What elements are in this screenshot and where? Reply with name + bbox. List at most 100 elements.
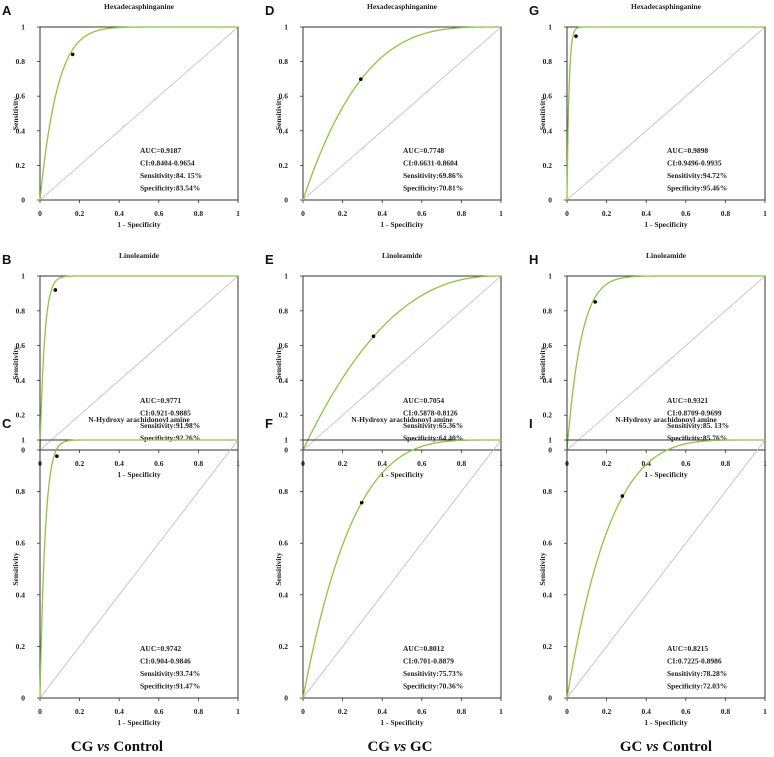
y-axis-label: Sensitivity [11,97,20,131]
x-tick-label: 1 [499,707,503,716]
stat-line: AUC=0.7054 [403,396,444,405]
y-tick-label: 0.8 [16,57,26,66]
y-axis-label: Sensitivity [538,346,547,380]
y-tick-label: 0.2 [543,411,553,420]
panel-letter: E [265,252,274,267]
x-tick-label: 1 [236,209,240,218]
x-tick-label: 0 [301,209,305,218]
y-axis-label: Sensitivity [11,552,20,586]
stat-line: AUC=0.9742 [140,644,181,653]
roc-panel-c: C N-Hydroxy arachidonoyl amine 0 0.2 0.4 0.6 0… [2,415,240,727]
reference-diagonal [39,26,239,201]
x-tick-label: 0.6 [681,707,691,716]
cutoff-point [55,454,59,458]
stat-line: CI:0.8709-0.9699 [667,409,722,418]
y-tick-label: 1 [21,23,25,32]
stat-line: Specificity:70.81% [403,184,463,193]
x-tick-label: 0.8 [194,707,204,716]
y-tick-label: 0.6 [16,341,26,350]
plot-frame [302,439,502,699]
y-axis-label: Sensitivity [538,97,547,131]
plot-frame [302,26,502,201]
y-tick-label: 0.6 [543,341,553,350]
y-tick-label: 0.2 [543,161,553,170]
y-tick-label: 1 [284,272,288,281]
stat-line: Sensitivity:93.74% [140,669,200,678]
panel-letter: C [2,416,12,431]
y-tick-label: 0.4 [279,590,289,599]
chart-title: Hexadecasphinganine [631,2,702,11]
x-tick-label: 0.8 [721,209,731,218]
y-tick-label: 0.4 [279,376,289,385]
roc-curve [566,275,765,451]
y-tick-label: 0.6 [279,341,289,350]
x-tick-label: 1 [236,707,240,716]
y-tick-label: 0.2 [16,642,26,651]
stat-line: Specificity:85.76% [667,434,727,443]
roc-curve [39,439,238,698]
stat-line: Specificity:83.54% [140,184,200,193]
y-tick-label: 0.4 [16,126,26,135]
x-tick-label: 0.2 [602,707,612,716]
x-tick-label: 0.6 [681,459,691,468]
y-tick-label: 1 [548,272,552,281]
y-tick-label: 0 [284,446,288,455]
y-axis-label: Sensitivity [274,346,283,380]
reference-diagonal [39,275,239,451]
stat-line: AUC=0.9187 [140,146,181,155]
x-tick-label: 0.4 [378,459,388,468]
x-axis-label: 1 - Specificity [117,470,161,479]
y-tick-label: 0 [21,446,25,455]
y-tick-label: 0.8 [543,306,553,315]
x-tick-label: 0 [38,209,42,218]
roc-curve [566,439,765,699]
y-axis-label: Sensitivity [538,552,547,586]
stat-line: CI:0.7225-0.8986 [667,657,722,666]
reference-diagonal [566,275,766,451]
cutoff-point [358,77,363,81]
stat-line: AUC=0.9321 [667,396,708,405]
roc-panel-a: A Hexadecasphinganine 0 0.2 0.4 0.6 0.8 1 0 0.2 0.… [2,2,240,229]
x-axis-label: 1 - Specificity [380,470,424,479]
chart-title: Linoleamide [382,251,423,260]
stat-line: AUC=0.7748 [403,146,444,155]
x-axis-label: 1 - Specificity [380,718,424,727]
roc-panel-d: D Hexadecasphinganine 0 0.2 0.4 0.6 0.8 1 0 0.2 0.… [265,2,503,229]
x-tick-label: 1 [763,209,767,218]
y-tick-label: 0.4 [543,126,553,135]
roc-panel-g: G Hexadecasphinganine 0 0.2 0.4 0.6 0.8 1 0 0.2 0.… [529,2,767,229]
panel-letter: F [265,416,273,431]
x-tick-label: 0.6 [154,707,164,716]
roc-panel-i: I N-Hydroxy arachidonoyl amine 0 0.2 0.4 0.6 0… [529,415,767,727]
x-tick-label: 0 [565,707,569,716]
stat-line: Sensitivity:65.36% [403,421,463,430]
stat-line: Sensitivity:85. 13% [667,421,729,430]
panel-letter: G [529,3,539,18]
stat-line: Sensitivity:75.73% [403,669,463,678]
x-tick-label: 0.6 [417,707,427,716]
stat-line: AUC=0.9771 [140,396,181,405]
reference-diagonal [566,439,766,699]
y-tick-label: 1 [548,23,552,32]
chart-title: Hexadecasphinganine [104,2,175,11]
column-group-label: CG vs Control [71,739,163,755]
stat-line: AUC=0.8215 [667,644,708,653]
y-tick-label: 0.8 [279,57,289,66]
x-tick-label: 0.8 [721,707,731,716]
chart-title: N-Hydroxy arachidonoyl amine [615,415,717,424]
x-tick-label: 0.8 [457,707,467,716]
cutoff-point [620,494,625,498]
stat-line: Specificity:91.47% [140,682,200,691]
x-tick-label: 0.4 [115,707,125,716]
x-tick-label: 0.4 [115,209,125,218]
y-tick-label: 0.6 [16,92,26,101]
x-tick-label: 0.6 [681,209,691,218]
y-tick-label: 0 [548,694,552,703]
x-tick-label: 0.4 [642,459,652,468]
reference-diagonal [302,275,502,451]
roc-panel-f: F N-Hydroxy arachidonoyl amine 0 0.2 0.4 0.6 0… [265,415,503,727]
reference-diagonal [566,26,766,201]
stat-line: Specificity:95.46% [667,184,727,193]
